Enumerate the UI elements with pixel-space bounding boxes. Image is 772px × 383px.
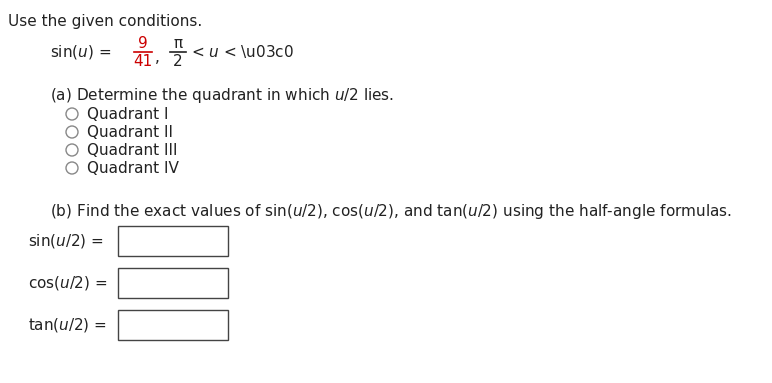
Text: 9: 9 bbox=[138, 36, 148, 51]
Text: Quadrant III: Quadrant III bbox=[87, 143, 178, 158]
Text: Quadrant IV: Quadrant IV bbox=[87, 161, 179, 176]
Text: (a) Determine the quadrant in which $u$/2 lies.: (a) Determine the quadrant in which $u$/… bbox=[50, 86, 394, 105]
Text: (b) Find the exact values of sin($u$/2), cos($u$/2), and tan($u$/2) using the ha: (b) Find the exact values of sin($u$/2),… bbox=[50, 202, 732, 221]
Text: 2: 2 bbox=[173, 54, 183, 69]
Text: ,: , bbox=[155, 51, 160, 65]
Text: Quadrant II: Quadrant II bbox=[87, 125, 173, 140]
Text: π: π bbox=[174, 36, 182, 51]
FancyBboxPatch shape bbox=[118, 226, 228, 256]
Text: sin($u$/2) =: sin($u$/2) = bbox=[28, 232, 103, 250]
Text: Quadrant I: Quadrant I bbox=[87, 107, 168, 122]
Text: < $u$ < \u03c0: < $u$ < \u03c0 bbox=[191, 44, 294, 61]
Text: 41: 41 bbox=[134, 54, 153, 69]
FancyBboxPatch shape bbox=[118, 310, 228, 340]
Text: cos($u$/2) =: cos($u$/2) = bbox=[28, 274, 107, 292]
FancyBboxPatch shape bbox=[118, 268, 228, 298]
Text: Use the given conditions.: Use the given conditions. bbox=[8, 14, 202, 29]
Text: tan($u$/2) =: tan($u$/2) = bbox=[28, 316, 107, 334]
Text: sin($u$) =: sin($u$) = bbox=[50, 43, 111, 61]
